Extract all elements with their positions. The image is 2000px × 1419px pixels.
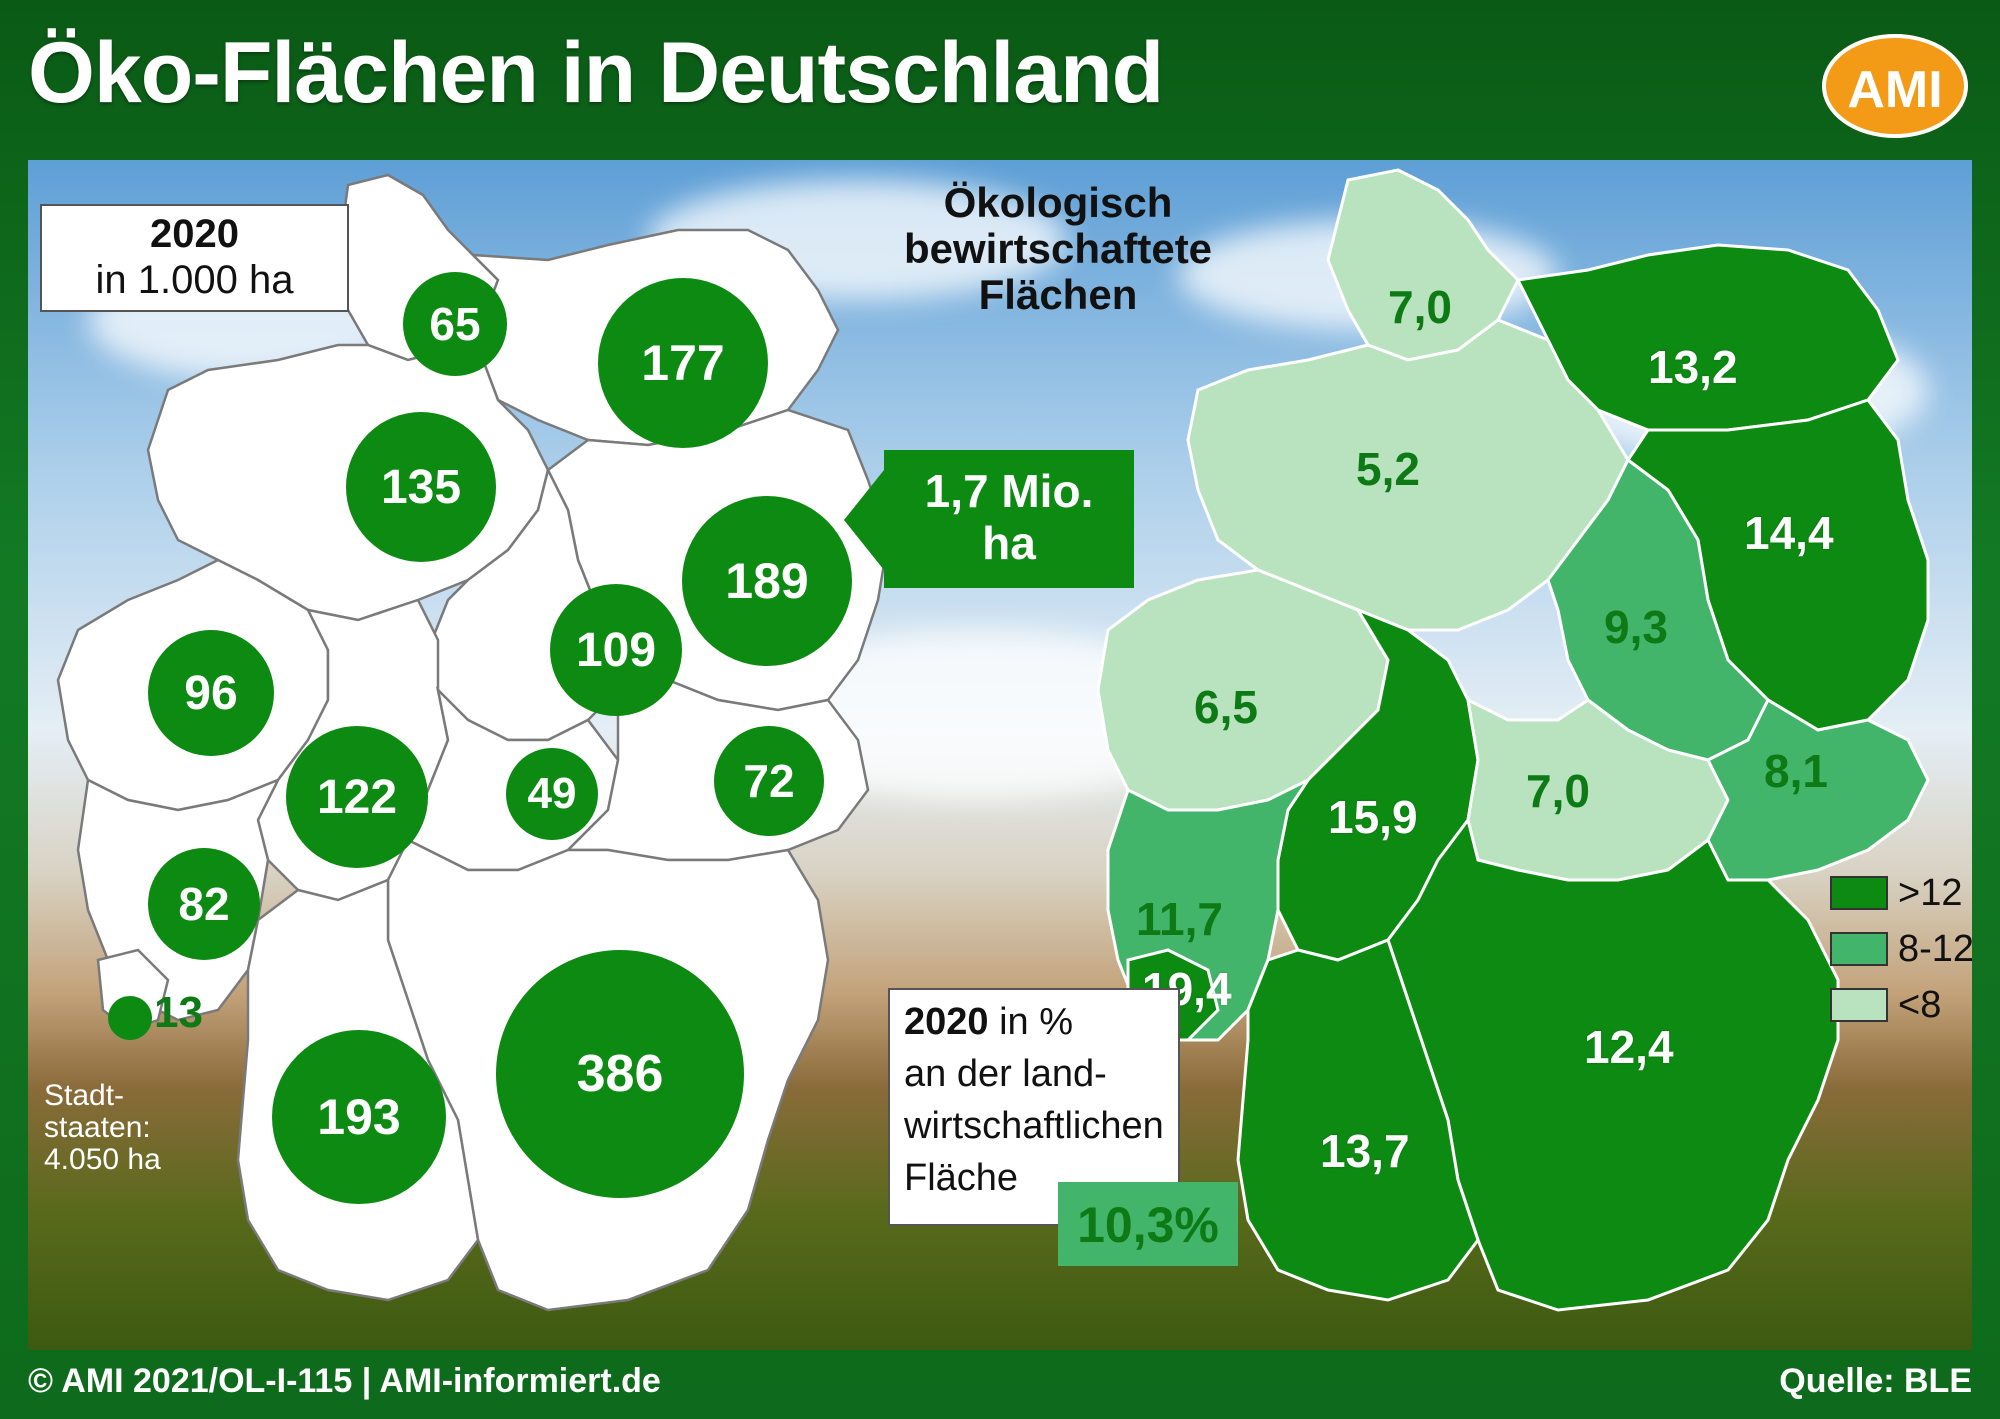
label-mecklenburg-vorpommern: 13,2 bbox=[1648, 341, 1738, 393]
bubble-hessen: 122 bbox=[286, 726, 428, 868]
label-rheinland-pfalz: 11,7 bbox=[1136, 893, 1223, 945]
label-sachsen-anhalt: 9,3 bbox=[1604, 601, 1668, 653]
page-title: Öko-Flächen in Deutschland bbox=[28, 25, 1164, 121]
right-caption-text: 2020 in % an der land- wirtschaftlichen … bbox=[904, 1001, 1164, 1199]
total-line2: ha bbox=[982, 517, 1036, 569]
bubble-sachsen: 72 bbox=[714, 726, 824, 836]
label-sachsen: 8,1 bbox=[1764, 745, 1828, 797]
bubble-baden-wuerttemberg: 193 bbox=[272, 1030, 446, 1204]
bubble-rheinland-pfalz: 82 bbox=[148, 848, 260, 960]
bubble-nordrhein-westfalen: 96 bbox=[148, 630, 274, 756]
label-niedersachsen: 5,2 bbox=[1356, 443, 1420, 495]
caption-year: 2020 bbox=[150, 212, 239, 256]
bubble-bayern: 386 bbox=[496, 950, 744, 1198]
logo-text: AMI bbox=[1847, 61, 1943, 119]
label-brandenburg: 14,4 bbox=[1744, 507, 1834, 559]
label-thueringen: 7,0 bbox=[1526, 765, 1590, 817]
city-states-note: Stadt- staaten: 4.050 ha bbox=[44, 1079, 161, 1176]
legend-item-high: >12 bbox=[1830, 872, 1972, 914]
legend-swatch bbox=[1830, 988, 1888, 1022]
left-caption-box: 2020 in 1.000 ha bbox=[40, 204, 349, 312]
right-heading: Ökologisch bewirtschaftete Flächen bbox=[903, 179, 1213, 318]
footer-source: Quelle: BLE bbox=[1779, 1362, 1972, 1400]
total-percent-box: 10,3% bbox=[1058, 1182, 1238, 1266]
bubble-thueringen: 49 bbox=[506, 748, 598, 840]
bubble-niedersachsen: 135 bbox=[346, 412, 496, 562]
legend-item-low: <8 bbox=[1830, 984, 1972, 1026]
bubble-mecklenburg-vorpommern: 177 bbox=[598, 278, 768, 448]
bubble-saarland bbox=[108, 996, 152, 1040]
ami-logo: AMI bbox=[1822, 34, 1968, 138]
total-callout: 1,7 Mio. ha bbox=[884, 450, 1134, 588]
map-panel: 2020 in 1.000 ha 65 177 135 189 109 96 1… bbox=[28, 160, 1972, 1350]
label-hessen: 15,9 bbox=[1328, 791, 1418, 843]
legend-swatch bbox=[1830, 932, 1888, 966]
legend-item-mid: 8-12 bbox=[1830, 928, 1972, 970]
label-bayern: 12,4 bbox=[1584, 1021, 1674, 1073]
label-saarland: 13 bbox=[154, 988, 203, 1037]
region-bayern bbox=[1386, 816, 1840, 1312]
bubble-schleswig-holstein: 65 bbox=[403, 272, 507, 376]
label-baden-wuerttemberg: 13,7 bbox=[1320, 1125, 1410, 1177]
right-map-germany bbox=[1096, 168, 1930, 1312]
legend-swatch bbox=[1830, 876, 1888, 910]
bubble-sachsen-anhalt: 109 bbox=[550, 584, 682, 716]
caption-unit: in 1.000 ha bbox=[95, 258, 294, 302]
label-nordrhein-westfalen: 6,5 bbox=[1194, 681, 1258, 733]
total-line1: 1,7 Mio. bbox=[924, 465, 1094, 517]
region-baden-wuerttemberg bbox=[1236, 938, 1480, 1302]
footer-copyright: © AMI 2021/OL-I-115 | AMI-informiert.de bbox=[28, 1362, 661, 1400]
bubble-brandenburg: 189 bbox=[682, 496, 852, 666]
total-percent: 10,3% bbox=[1077, 1197, 1219, 1253]
callout-arrow bbox=[844, 470, 884, 570]
label-schleswig-holstein: 7,0 bbox=[1388, 281, 1452, 333]
